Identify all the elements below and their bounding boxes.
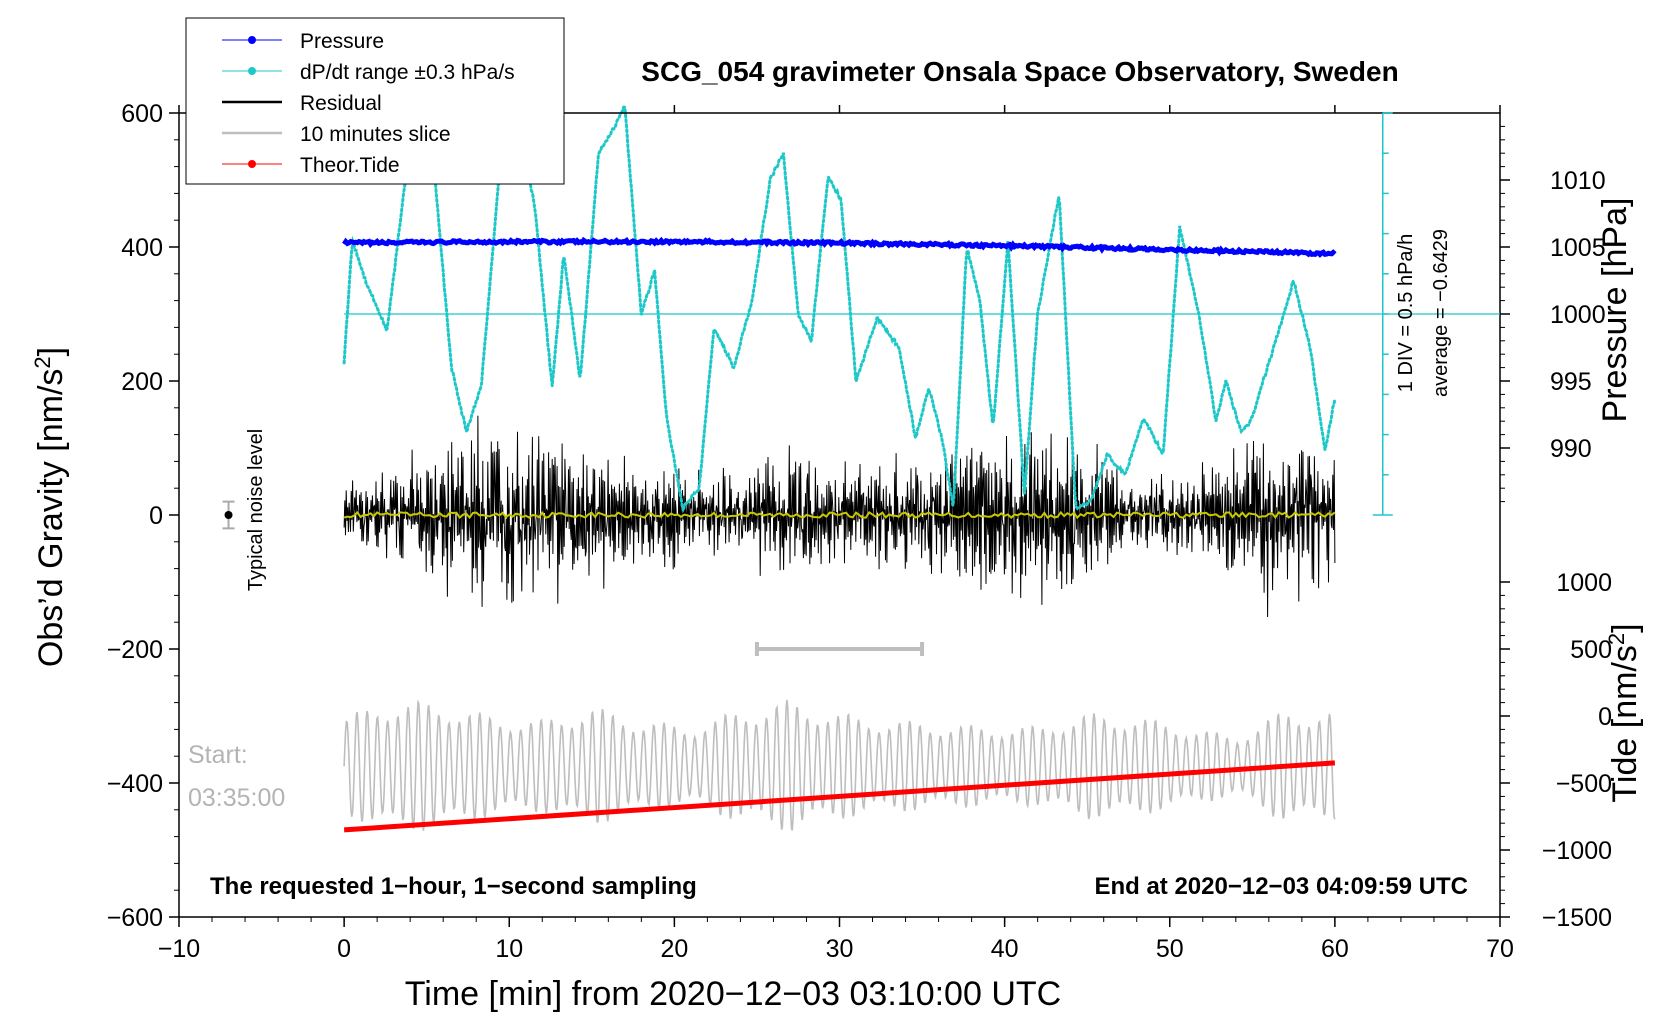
residual-smoothed-line	[343, 510, 1336, 520]
y-tick-label: 200	[121, 368, 163, 396]
legend-key-marker	[248, 160, 256, 168]
x-tick-label: 70	[1486, 935, 1514, 963]
pressure-tick-label: 1005	[1550, 234, 1606, 262]
x-tick-label: 10	[495, 935, 523, 963]
x-tick-label: 50	[1156, 935, 1184, 963]
y-tick-label: −200	[107, 636, 163, 664]
x-tick-label: 40	[991, 935, 1019, 963]
y-axis-label-tide: Tide [nm/s2]	[1604, 623, 1645, 802]
legend-label-slice: 10 minutes slice	[300, 123, 451, 146]
annotation-end-time: End at 2020−12−03 04:09:59 UTC	[1094, 873, 1468, 900]
y-axis-label-pressure: Pressure [hPa]	[1596, 198, 1634, 423]
pressure-tick-label: 1010	[1550, 167, 1606, 195]
tide-tick-label: −500	[1556, 770, 1612, 798]
pressure-tick-label: 995	[1550, 368, 1592, 396]
legend-label-pressure: Pressure	[300, 30, 384, 53]
chart-title: SCG_054 gravimeter Onsala Space Observat…	[641, 56, 1398, 87]
legend-keys	[222, 36, 282, 168]
tide-tick-label: 1000	[1556, 569, 1612, 597]
tide-tick-label: −1500	[1542, 904, 1612, 932]
legend-label-tide: Theor.Tide	[300, 154, 400, 177]
slice-start-time: 03:35:00	[188, 784, 285, 812]
residual-line	[343, 415, 1336, 618]
pressure-tick-label: 990	[1550, 435, 1592, 463]
legend-key-marker	[248, 67, 256, 75]
tide-line	[343, 760, 1336, 833]
x-tick-label: 0	[337, 935, 351, 963]
axes-layer: −10 0 10 20 30 40 50 60 70 600 400 200 0 −200 −400 −600…	[107, 100, 1612, 963]
pressure-tick-label: 1000	[1550, 301, 1606, 329]
x-tick-label: −10	[158, 935, 200, 963]
y-tick-label: 0	[149, 502, 163, 530]
slice-line	[343, 699, 1336, 831]
pressure-line	[342, 236, 1337, 258]
y-tick-label: −600	[107, 904, 163, 932]
slice-start-label: Start:	[188, 741, 248, 769]
slice-bracket	[754, 642, 925, 656]
legend-label-residual: Residual	[300, 92, 382, 115]
legend: Pressure dP/dt range ±0.3 hPa/s Residual…	[185, 17, 565, 185]
legend-key-marker	[248, 36, 256, 44]
legend-label-dpdt: dP/dt range ±0.3 hPa/s	[300, 61, 515, 84]
noise-level-label: Typical noise level	[245, 429, 267, 591]
x-tick-label: 20	[660, 935, 688, 963]
y-tick-label: 600	[121, 100, 163, 128]
x-axis-label: Time [min] from 2020−12−03 03:10:00 UTC	[405, 975, 1061, 1013]
tide-tick-label: 500	[1570, 636, 1612, 664]
x-tick-label: 60	[1321, 935, 1349, 963]
y-tick-label: −400	[107, 770, 163, 798]
annotation-sampling: The requested 1−hour, 1−second sampling	[210, 873, 697, 900]
dpdt-average-label: average = −0.6429	[1430, 229, 1452, 397]
tide-tick-label: 0	[1598, 703, 1612, 731]
y-tick-label: 400	[121, 234, 163, 262]
noise-marker	[224, 511, 233, 519]
y-axis-label-left: Obs’d Gravity [nm/s2]	[30, 347, 71, 667]
dpdt-division-label: 1 DIV = 0.5 hPa/h	[1395, 234, 1417, 392]
x-tick-label: 30	[826, 935, 854, 963]
tide-tick-label: −1000	[1542, 837, 1612, 865]
